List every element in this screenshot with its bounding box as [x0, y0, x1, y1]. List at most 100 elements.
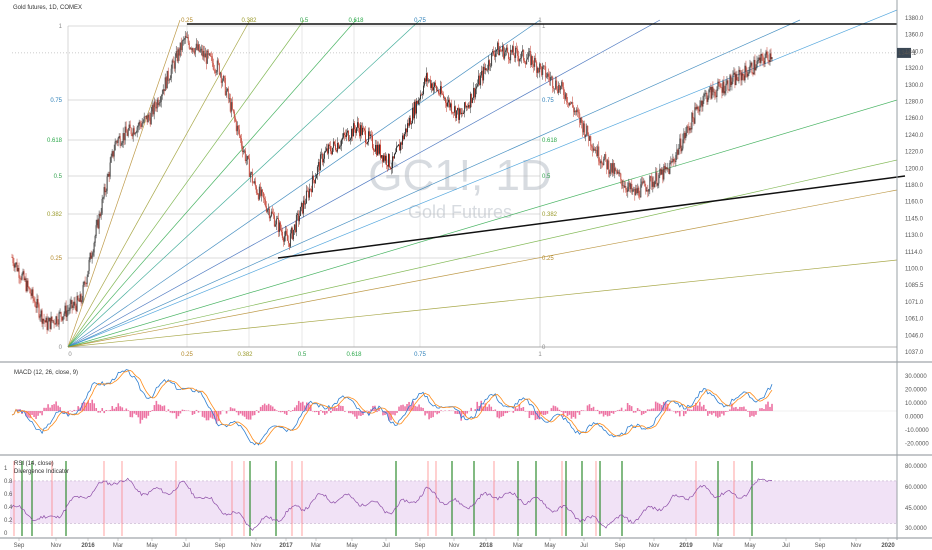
macd-histogram-bar [175, 411, 178, 419]
macd-histogram-bar [630, 406, 633, 411]
candle-body [614, 168, 616, 175]
candle-body [516, 47, 518, 50]
fib-fan-line [67, 19, 661, 348]
fib-bottom-label: 1 [538, 352, 542, 358]
macd-histogram-bar [436, 411, 438, 415]
candle-body [306, 190, 308, 192]
candle-body [199, 50, 201, 52]
candle-body [598, 146, 600, 162]
candle-body [463, 112, 465, 115]
candle-body [630, 183, 632, 190]
time-tick-label: 2016 [81, 543, 95, 549]
candle-body [512, 46, 514, 53]
candle-body [625, 186, 627, 190]
candle-body [193, 51, 195, 54]
macd-histogram-bar [634, 411, 637, 413]
candle-body [63, 313, 65, 317]
macd-histogram-bar [761, 408, 763, 411]
candle-body [141, 123, 143, 127]
candle-body [107, 174, 109, 177]
candle-body [240, 138, 242, 146]
candle-body [361, 125, 362, 135]
candle-body [477, 84, 479, 87]
candle-body [747, 73, 749, 77]
candle-body [58, 312, 60, 325]
time-axis[interactable]: Sep Nov 2016 Mar May Jul Sep Nov 2017 Mar May Jul Se… [14, 538, 896, 549]
macd-histogram-bar [496, 411, 499, 418]
candle-body [609, 171, 611, 174]
rsi-right-tick: 45.0000 [905, 506, 927, 512]
macd-histogram-bar [534, 411, 537, 421]
candle-body [244, 150, 246, 162]
candle-body [135, 132, 137, 134]
macd-histogram-bar [717, 411, 719, 418]
macd-histogram-bar [729, 409, 731, 411]
macd-histogram-bar [400, 405, 402, 411]
macd-histogram-bar [297, 400, 300, 411]
candle-body [349, 138, 351, 141]
candle-body [287, 240, 289, 244]
candle-body [646, 190, 648, 192]
candle-body [243, 150, 245, 152]
candle-body [159, 102, 161, 103]
candle-body [224, 77, 226, 96]
candle-body [737, 80, 739, 81]
fib-left-label: 0.618 [47, 138, 63, 144]
candle-body [401, 142, 402, 145]
rsi-pane[interactable]: 1 0.8 0.6 0.4 0.2 0 80.0000 60.0000 45.0000 30.00… [4, 461, 927, 537]
candle-body [727, 80, 729, 90]
fib-fan-line [67, 19, 305, 348]
candle-body [368, 131, 369, 143]
macd-histogram-bar [648, 409, 651, 411]
candle-body [326, 148, 328, 154]
candle-body [547, 73, 549, 77]
candle-body [728, 89, 730, 91]
candle-body [599, 161, 601, 164]
fib-top-label: 0.5 [300, 18, 309, 24]
candle-body [603, 158, 605, 166]
candle-body [624, 186, 626, 188]
candle-body [718, 81, 720, 84]
candle-body [560, 86, 562, 91]
price-tick-label: 1320.0 [905, 66, 924, 72]
candle-body [28, 286, 30, 289]
macd-histogram-bar [245, 411, 248, 420]
candle-body [130, 128, 132, 135]
candle-body [697, 106, 699, 110]
macd-histogram-bar [95, 408, 98, 411]
candle-body [458, 108, 460, 120]
candle-body [343, 133, 345, 136]
macd-histogram-bar [404, 406, 406, 411]
macd-histogram-bar [741, 407, 743, 411]
candle-body [11, 257, 13, 258]
candle-body [526, 59, 528, 65]
candle-body [161, 93, 163, 97]
candle-body [18, 267, 20, 278]
candle-body [413, 107, 414, 119]
candle-body [311, 175, 313, 193]
candle-body [334, 144, 336, 150]
fib-left-label: 0 [59, 345, 63, 351]
candle-body [46, 317, 48, 330]
macd-histogram-bar [85, 402, 87, 411]
price-axes[interactable]: 1346.1 1380.0 1360.0 1340.0 1320.0 1300.0 1280… [896, 0, 924, 540]
candle-body [237, 125, 239, 130]
macd-histogram-bar [650, 408, 653, 411]
candle-body [629, 182, 631, 190]
candle-body [176, 51, 178, 62]
fib-bottom-label: 0.25 [181, 352, 193, 358]
candle-body [500, 49, 502, 51]
candle-body [621, 179, 623, 186]
candle-body [758, 57, 760, 61]
macd-histogram-bar [737, 408, 739, 411]
macd-histogram-bar [410, 404, 412, 411]
candle-body [652, 181, 654, 187]
candle-body [578, 112, 580, 114]
macd-pane[interactable]: 30.0000 20.0000 10.0000 0.0000 -10.0000 -20.0… [10, 369, 929, 448]
candle-body [698, 109, 700, 112]
macd-histogram-bar [386, 411, 388, 415]
candle-body [448, 99, 450, 103]
candle-body [331, 147, 333, 155]
